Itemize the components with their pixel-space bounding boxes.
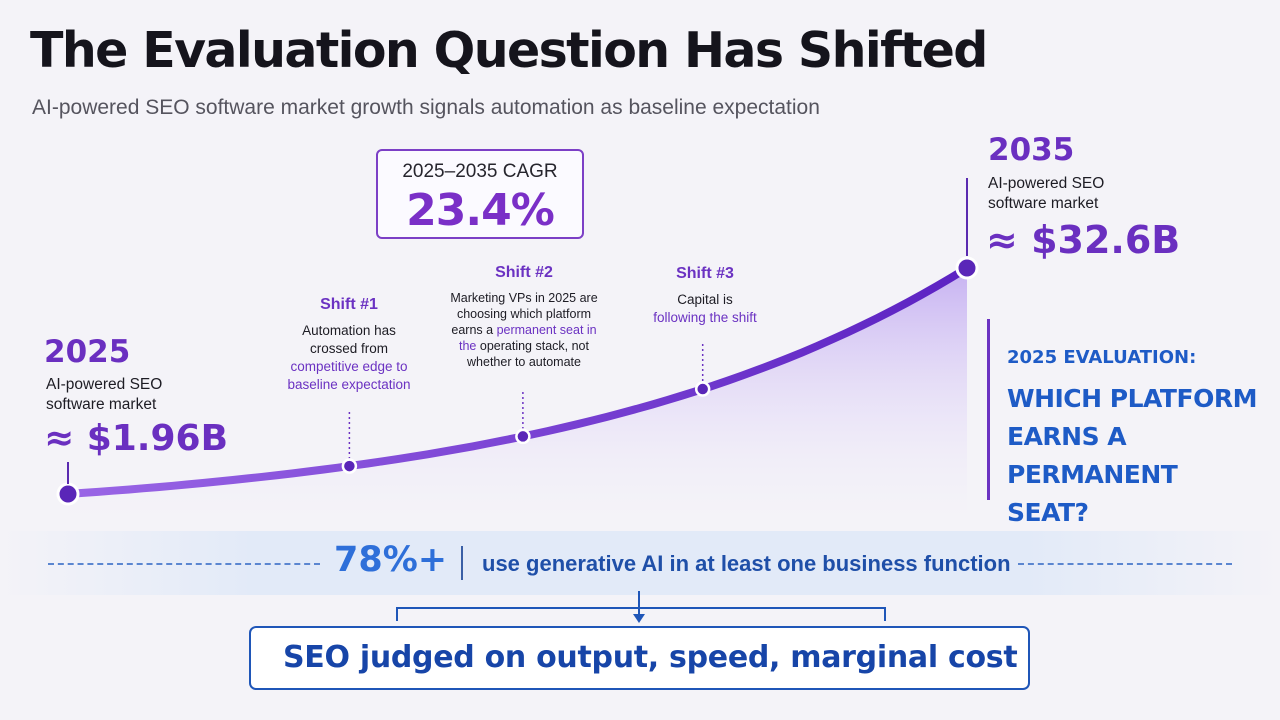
shift-1-body: Automation has crossed from competitive … [284,322,414,394]
start-point [56,482,80,506]
shift-1-point [341,458,358,474]
shift-1-body-plain: Automation has crossed from [302,323,396,356]
shift-points [56,256,979,506]
stat-value: 78%+ [334,540,448,580]
shift-1-annotation: Shift #1 Automation has crossed from com… [284,296,414,394]
arrow-down-icon [633,614,645,623]
shift-connectors [348,344,704,459]
shift-2-body-plain: Marketing VPs in 2025 are choosing which… [450,291,598,337]
evaluation-label: 2025 EVALUATION: [1007,347,1197,368]
evaluation-accent-bar [987,319,990,500]
shift-2-point [515,428,531,445]
shift-3-body: Capital is following the shift [650,291,760,327]
shift-1-title: Shift #1 [320,296,378,313]
stat-separator [461,546,463,580]
shift-3-body-plain: Capital is [677,292,733,307]
shift-1-body-tail: expectation [341,377,411,392]
start-tick [67,462,69,484]
shift-3-title: Shift #3 [676,265,734,282]
page-title: The Evaluation Question Has Shifted [30,22,988,79]
end-label: AI-powered SEO software market [988,175,1105,212]
shift-1-body-highlight: competitive edge to baseline [287,359,408,392]
end-tick [966,178,968,256]
shift-3-annotation: Shift #3 Capital is following the shift [650,265,760,327]
shift-2-annotation: Shift #2 Marketing VPs in 2025 are choos… [449,264,599,370]
subtitle: AI-powered SEO software market growth si… [32,96,820,119]
end-point [955,256,979,280]
shift-3-point [694,381,711,397]
dashed-divider-left [48,563,320,565]
bracket-connector [396,607,886,621]
start-year: 2025 [44,334,131,370]
dashed-divider-right [1018,563,1232,565]
start-label: AI-powered SEO software market [46,376,163,413]
shift-2-title: Shift #2 [495,264,553,281]
end-value: ≈ $32.6B [986,218,1181,262]
shift-2-body: Marketing VPs in 2025 are choosing which… [449,290,599,370]
evaluation-question: WHICH PLATFORM EARNS A PERMANENT SEAT? [1007,384,1257,527]
shift-3-body-highlight: following the shift [653,310,757,325]
end-year: 2035 [988,132,1075,168]
conclusion-text: SEO judged on output, speed, marginal co… [283,640,1018,675]
shift-2-body-tail: operating stack, not whether to automate [467,339,589,369]
cagr-value: 23.4% [406,185,555,236]
cagr-label: 2025–2035 CAGR [402,161,558,182]
cagr-box: 2025–2035 CAGR 23.4% [376,149,584,239]
conclusion-box: SEO judged on output, speed, marginal co… [249,626,1030,690]
shift-2-body-highlight: permanent seat in the [459,323,597,353]
arrow-line [638,591,640,619]
stat-text: use generative AI in at least one busine… [482,551,1011,576]
start-value: ≈ $1.96B [44,418,229,459]
growth-area [68,268,967,520]
